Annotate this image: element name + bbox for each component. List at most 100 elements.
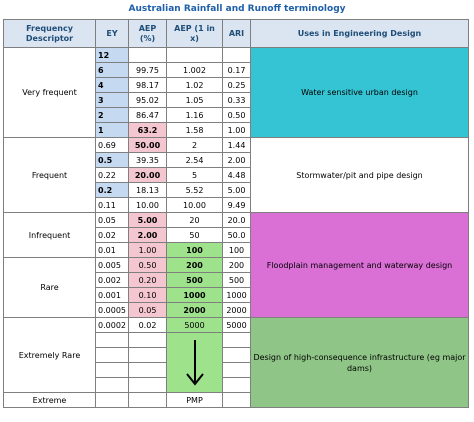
ari-cell	[222, 347, 251, 363]
ey-cell	[95, 377, 129, 393]
aep-percent-cell: 39.35	[128, 152, 167, 168]
column-header: ARI	[222, 19, 251, 48]
ey-cell: 0.01	[95, 242, 129, 258]
terminology-table: Frequency Descriptor EY AEP (%) AEP (1 in x…	[3, 19, 469, 408]
ey-cell	[95, 362, 129, 378]
aep-percent-cell	[128, 332, 167, 348]
ari-cell: 5000	[222, 317, 251, 333]
table-row: Extreme PMP	[3, 392, 469, 408]
arrow-cell	[166, 332, 223, 393]
ari-cell: 4.48	[222, 167, 251, 183]
aep-percent-cell: 99.75	[128, 62, 167, 78]
frequency-descriptor: Extreme	[3, 392, 96, 408]
ari-cell: 0.50	[222, 107, 251, 123]
engineering-use: Design of high-consequence infrastructur…	[250, 317, 469, 408]
frequency-descriptor: Frequent	[3, 137, 96, 213]
column-header: AEP (1 in x)	[166, 19, 223, 48]
ey-cell: 0.0002	[95, 317, 129, 333]
aep-percent-cell	[128, 362, 167, 378]
aep-percent-cell	[128, 347, 167, 363]
ari-cell: 5.00	[222, 182, 251, 198]
ari-cell: 9.49	[222, 197, 251, 213]
title: Australian Rainfall and Runoff terminolo…	[128, 4, 346, 14]
aep-one-in-x-cell: 20	[166, 212, 223, 228]
aep-one-in-x-cell: 1.58	[166, 122, 223, 138]
down-arrow	[185, 339, 204, 386]
aep-one-in-x-cell: 500	[166, 272, 223, 288]
ey-cell: 0.001	[95, 287, 129, 303]
ey-cell: 0.02	[95, 227, 129, 243]
table-row: 0.0005 0.05 2000 2000	[4, 302, 469, 318]
aep-percent-cell: 10.00	[128, 197, 167, 213]
column-header: Frequency Descriptor	[3, 19, 96, 48]
ey-cell: 0.69	[95, 137, 129, 153]
aep-percent-cell	[128, 377, 167, 393]
aep-percent-cell: 20.00	[128, 167, 167, 183]
aep-percent-cell: 95.02	[128, 92, 167, 108]
table-row: 0.5 39.35 2.54 2.00	[4, 152, 469, 168]
ari-cell: 0.25	[222, 77, 251, 93]
aep-percent-cell: 0.05	[128, 302, 167, 318]
aep-one-in-x-cell: 1.002	[166, 62, 223, 78]
table-row: Frequent 0.69 50.00 2 1.44 Stormwater/pit and…	[3, 137, 469, 213]
aep-one-in-x-cell: 200	[166, 257, 223, 273]
aep-one-in-x-cell: PMP	[166, 392, 223, 408]
column-header: EY	[95, 19, 129, 48]
ari-cell: 20.0	[222, 212, 251, 228]
ey-cell: 0.22	[95, 167, 129, 183]
ey-cell	[95, 347, 129, 363]
ey-cell: 12	[95, 47, 129, 63]
ari-cell: 100	[222, 242, 251, 258]
ey-cell	[95, 332, 129, 348]
aep-percent-cell	[128, 392, 167, 408]
table-row: 1 63.2 1.58 1.00	[4, 122, 469, 138]
aep-one-in-x-cell: 2	[166, 137, 223, 153]
table-row: 0.001 0.10 1000 1000	[4, 287, 469, 303]
aep-percent-cell: 98.17	[128, 77, 167, 93]
table-row: 2 86.47 1.16 0.50	[4, 107, 469, 123]
aep-one-in-x-cell	[166, 47, 223, 63]
ey-cell: 0.0005	[95, 302, 129, 318]
ey-cell: 0.2	[95, 182, 129, 198]
aep-percent-cell: 0.50	[128, 257, 167, 273]
aep-one-in-x-cell: 1000	[166, 287, 223, 303]
frequency-descriptor: Rare	[3, 257, 96, 318]
frequency-descriptor: Infrequent	[3, 212, 96, 258]
frequency-descriptor: Very frequent	[3, 47, 96, 138]
frequency-descriptor: Extremely Rare	[3, 317, 96, 393]
ey-cell: 0.005	[95, 257, 129, 273]
ey-cell: 0.5	[95, 152, 129, 168]
aep-percent-cell	[128, 47, 167, 63]
ey-cell: 2	[95, 107, 129, 123]
column-header: AEP (%)	[128, 19, 167, 48]
table-row	[4, 347, 469, 363]
aep-percent-cell: 2.00	[128, 227, 167, 243]
aep-one-in-x-cell: 1.05	[166, 92, 223, 108]
aep-percent-cell: 86.47	[128, 107, 167, 123]
table-row: 0.22 20.00 5 4.48	[4, 167, 469, 183]
ey-cell: 0.05	[95, 212, 129, 228]
ey-cell: 3	[95, 92, 129, 108]
aep-one-in-x-cell: 1.02	[166, 77, 223, 93]
aep-percent-cell: 1.00	[128, 242, 167, 258]
ey-cell: 0.11	[95, 197, 129, 213]
header-row: Frequency Descriptor EY AEP (%) AEP (1 in x…	[3, 19, 469, 48]
ey-cell: 4	[95, 77, 129, 93]
column-header: Uses in Engineering Design	[250, 19, 469, 48]
table-row: Extremely Rare 0.0002 0.02 5000 5000 Design o…	[3, 317, 469, 408]
table-row: 3 95.02 1.05 0.33	[4, 92, 469, 108]
ey-cell: 0.002	[95, 272, 129, 288]
ari-cell: 0.17	[222, 62, 251, 78]
aep-one-in-x-cell: 2.54	[166, 152, 223, 168]
ari-cell	[222, 47, 251, 63]
aep-percent-cell: 50.00	[128, 137, 167, 153]
ey-cell: 1	[95, 122, 129, 138]
table-row: Rare 0.005 0.50 200 200	[3, 257, 469, 318]
ari-cell: 2000	[222, 302, 251, 318]
ey-cell: 6	[95, 62, 129, 78]
aep-one-in-x-cell: 5000	[166, 317, 223, 333]
table-row: 0.002 0.20 500 500	[4, 272, 469, 288]
aep-one-in-x-cell: 2000	[166, 302, 223, 318]
ari-cell	[222, 362, 251, 378]
